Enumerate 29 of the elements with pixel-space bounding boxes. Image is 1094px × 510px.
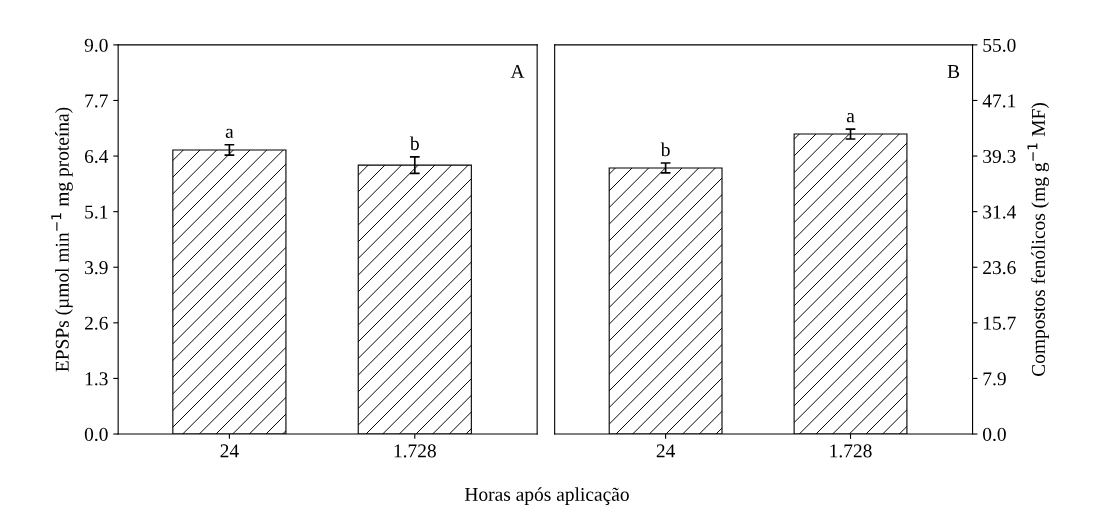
y-tick-label: 7.9 (983, 372, 1006, 386)
y-tick-label: 6.4 (84, 149, 109, 164)
y-tick-label: 3.9 (85, 261, 108, 275)
x-axis-title: Horas após aplicação (464, 487, 629, 505)
y-tick-label: 23.6 (983, 261, 1016, 275)
y-tick-label: 47.1 (982, 94, 1016, 108)
y-tick-label: 7.7 (85, 94, 108, 108)
x-tick-label: 24 (220, 444, 239, 458)
y-tick-label: 55.0 (983, 38, 1016, 52)
y-tick-label: 9.0 (84, 38, 108, 52)
y-tick-label: 1.3 (85, 372, 108, 386)
x-tick-label: 1.728 (394, 444, 436, 458)
annotation: b (660, 142, 670, 157)
annotation: A (510, 64, 525, 78)
annotation: B (947, 65, 960, 78)
x-tick-label: 24 (656, 444, 676, 458)
y-axis-title: EPSPs (µmol min$^{−1}$ mg proteína) (51, 107, 73, 372)
y-tick-label: 39.3 (983, 149, 1016, 164)
y-tick-label: 2.6 (84, 316, 108, 330)
y-tick-label: 0.0 (983, 427, 1006, 442)
y-axis-title: Compostos fenólicos (mg g$^{−1}$ MF) (1027, 103, 1049, 377)
y-tick-label: 0.0 (84, 427, 108, 442)
x-tick-label: 1.728 (830, 444, 872, 458)
annotation: a (225, 128, 234, 139)
y-tick-label: 31.4 (983, 205, 1017, 219)
annotation: a (846, 113, 855, 123)
y-tick-label: 5.1 (85, 205, 108, 219)
y-tick-label: 15.7 (984, 316, 1016, 330)
annotation: b (409, 136, 419, 151)
